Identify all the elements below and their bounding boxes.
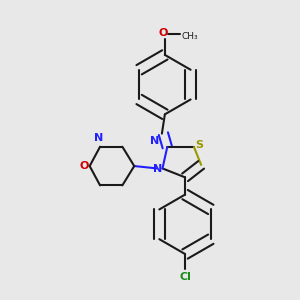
Text: O: O	[159, 28, 168, 38]
Text: Cl: Cl	[179, 272, 191, 282]
Text: S: S	[195, 140, 203, 150]
Text: N: N	[150, 136, 159, 146]
Text: CH₃: CH₃	[181, 32, 198, 41]
Text: N: N	[152, 164, 162, 174]
Text: N: N	[94, 133, 103, 143]
Text: O: O	[80, 161, 89, 171]
